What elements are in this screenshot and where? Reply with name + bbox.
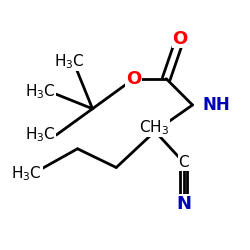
- Text: O: O: [126, 70, 142, 88]
- Text: NH: NH: [202, 96, 230, 114]
- Text: H$_3$C: H$_3$C: [25, 82, 56, 100]
- Text: O: O: [172, 30, 188, 48]
- Text: H$_3$C: H$_3$C: [25, 126, 56, 144]
- Text: H$_3$C: H$_3$C: [11, 164, 42, 183]
- Text: CH$_3$: CH$_3$: [139, 118, 169, 137]
- Text: N: N: [176, 195, 191, 213]
- Text: C: C: [178, 155, 189, 170]
- Text: H$_3$C: H$_3$C: [54, 52, 84, 70]
